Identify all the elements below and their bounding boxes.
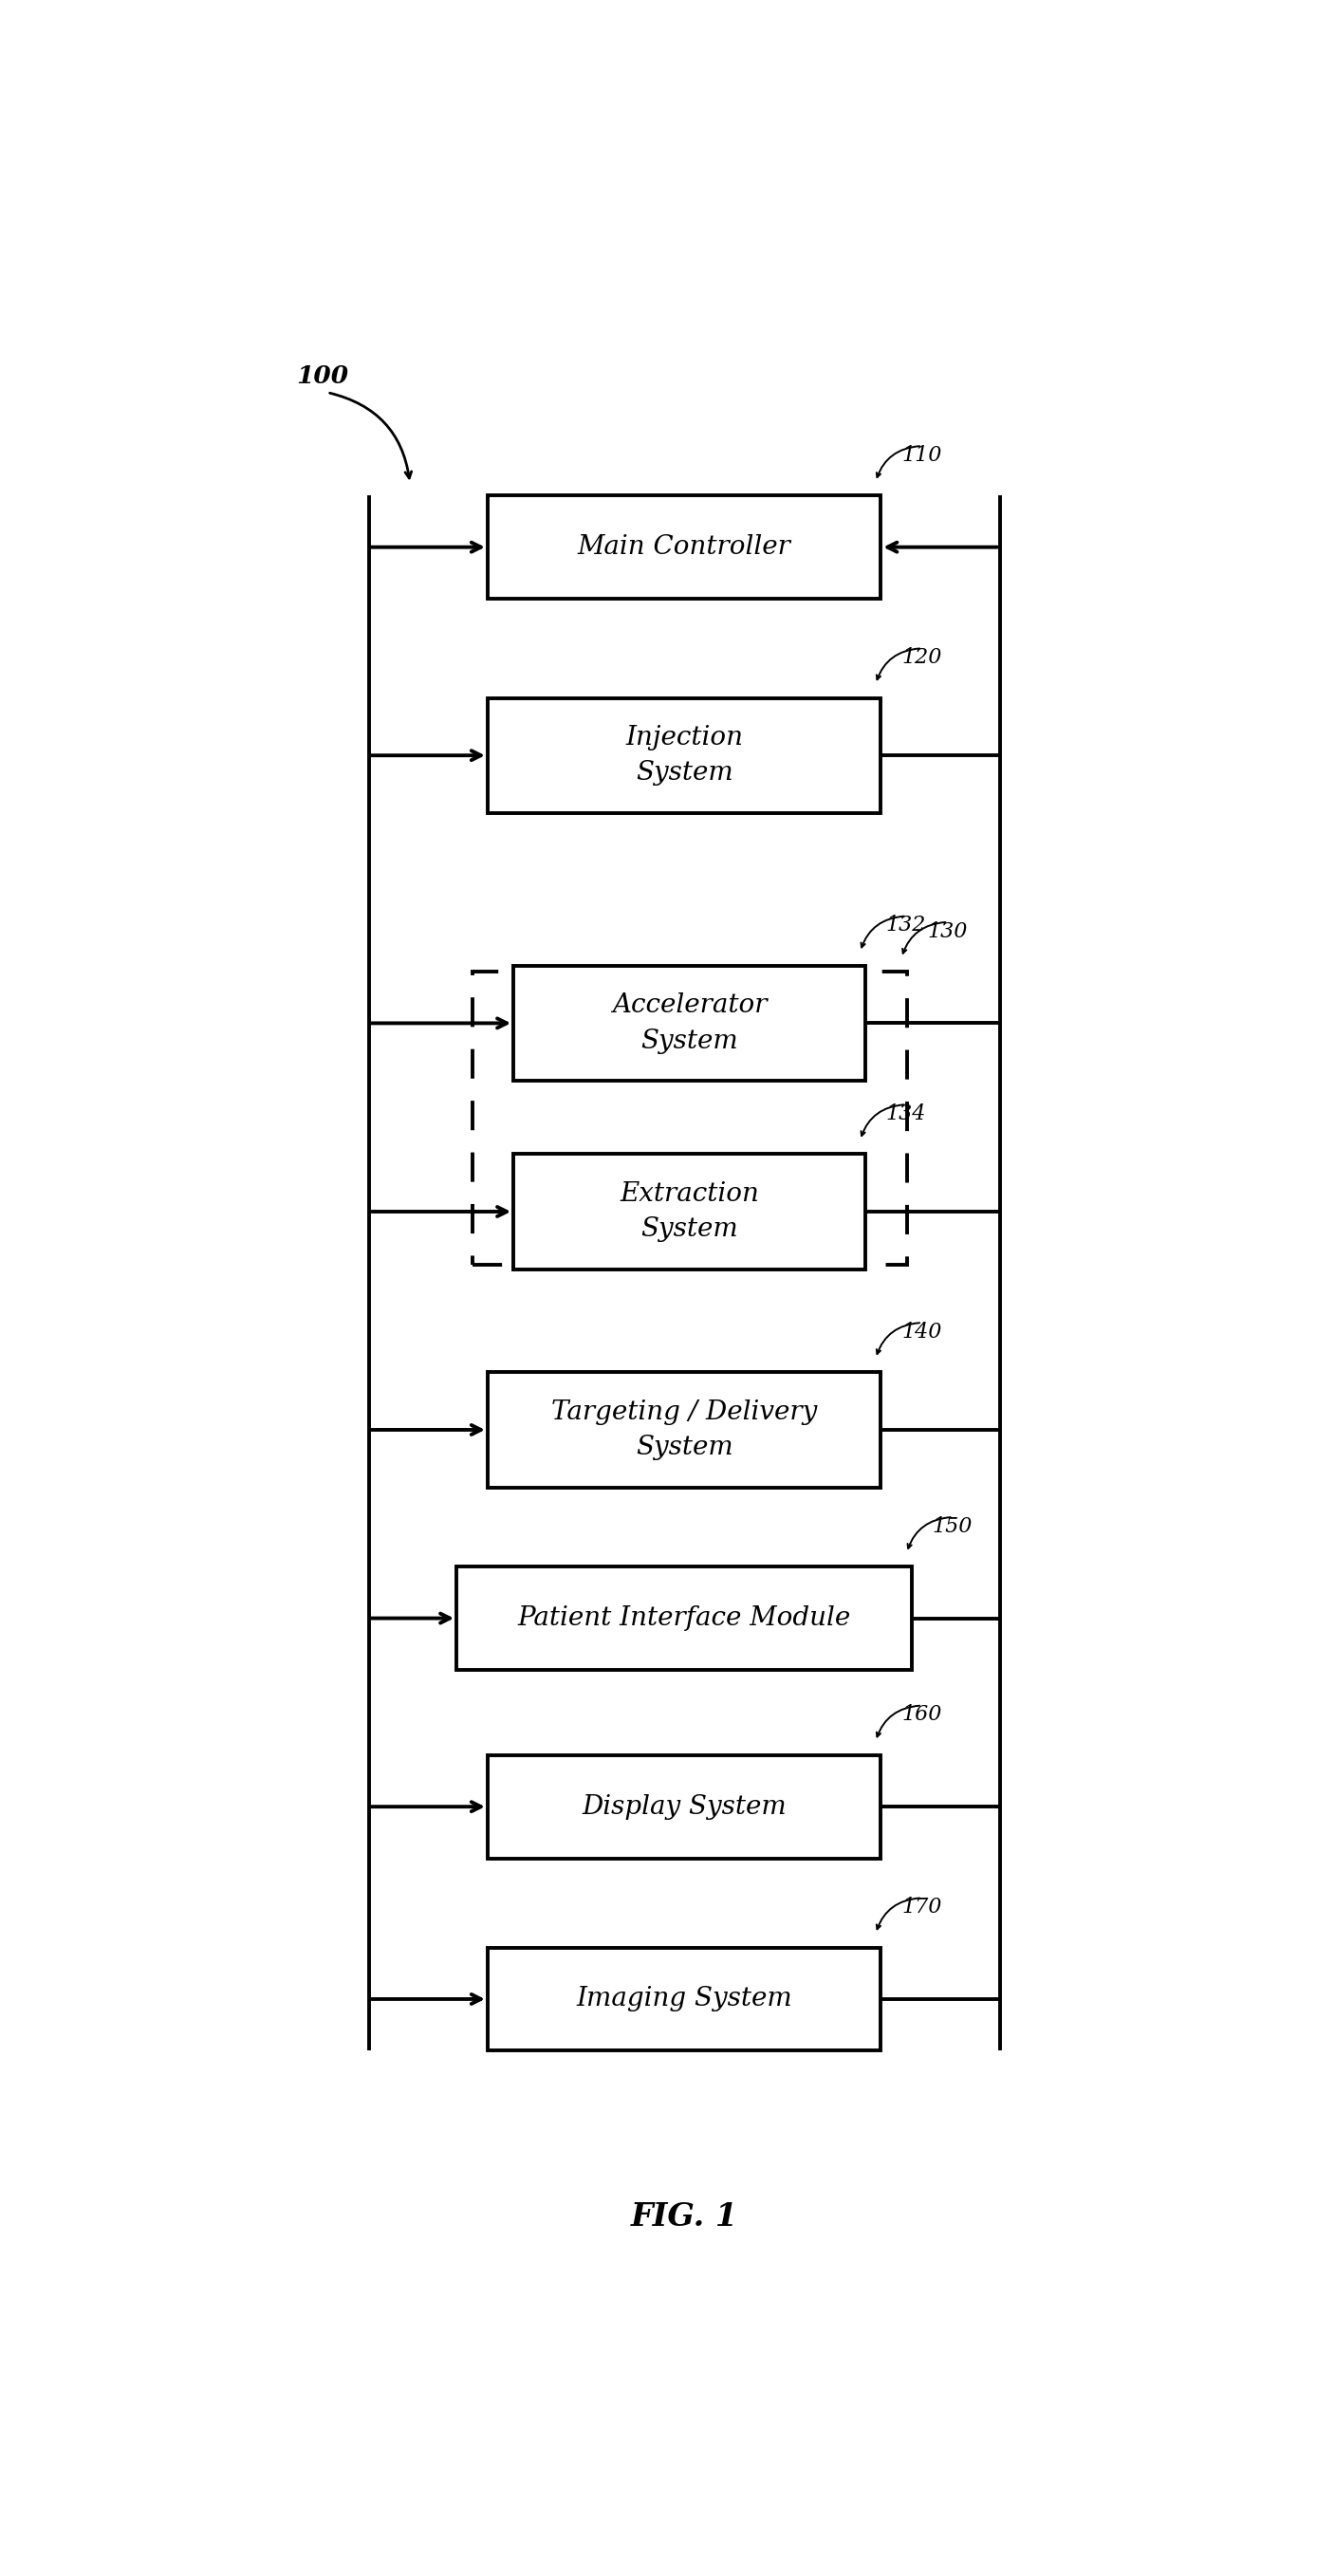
Bar xyxy=(514,1154,865,1270)
Text: Accelerator
System: Accelerator System xyxy=(611,992,766,1054)
Text: 130: 130 xyxy=(928,922,968,943)
Bar xyxy=(514,966,865,1082)
Text: Display System: Display System xyxy=(582,1793,786,1819)
Bar xyxy=(487,698,881,814)
Bar xyxy=(473,971,906,1265)
Text: 140: 140 xyxy=(901,1321,941,1342)
Text: 120: 120 xyxy=(901,647,941,667)
Text: 170: 170 xyxy=(901,1896,941,1917)
Bar xyxy=(457,1566,912,1669)
Bar xyxy=(487,1947,881,2050)
Text: Extraction
System: Extraction System xyxy=(619,1180,760,1242)
Text: Imaging System: Imaging System xyxy=(577,1986,792,2012)
Text: 110: 110 xyxy=(901,446,941,466)
Text: Targeting / Delivery
System: Targeting / Delivery System xyxy=(551,1399,817,1461)
Text: Patient Interface Module: Patient Interface Module xyxy=(518,1605,850,1631)
Bar xyxy=(487,495,881,598)
Bar xyxy=(487,1754,881,1857)
Text: 150: 150 xyxy=(932,1517,973,1538)
Text: Injection
System: Injection System xyxy=(625,724,744,786)
Text: 134: 134 xyxy=(886,1103,926,1123)
Text: FIG. 1: FIG. 1 xyxy=(630,2202,738,2233)
Text: 100: 100 xyxy=(296,366,348,389)
Text: 132: 132 xyxy=(886,914,926,935)
Bar xyxy=(487,1373,881,1486)
Text: Main Controller: Main Controller xyxy=(578,533,790,559)
Text: 160: 160 xyxy=(901,1705,941,1726)
